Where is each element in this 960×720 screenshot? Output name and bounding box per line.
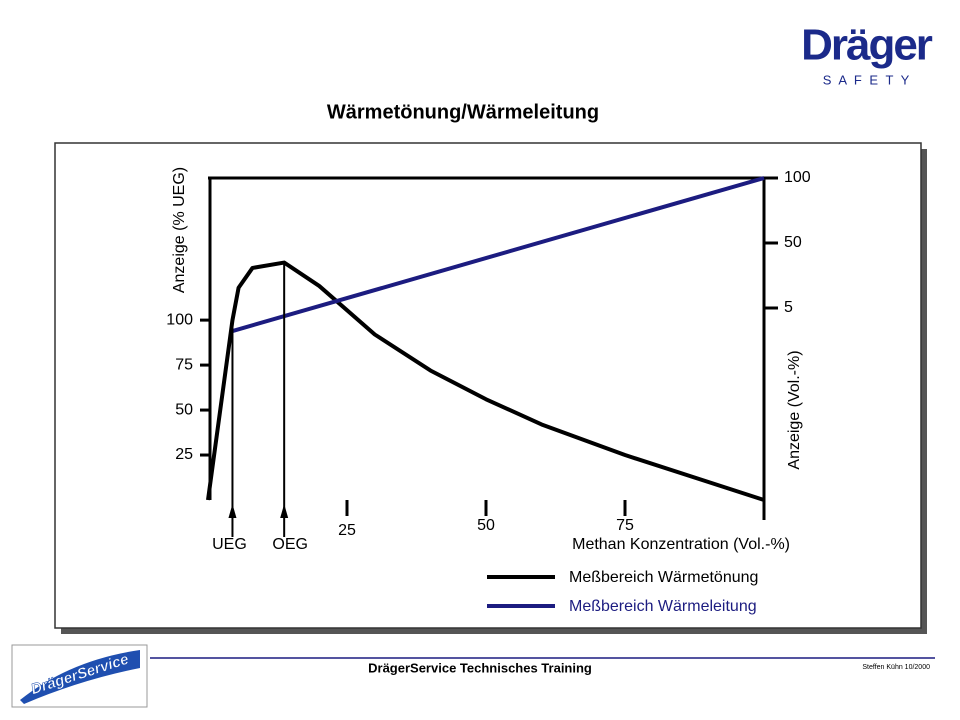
y-tick-label: 75 [175,356,193,373]
annotation-arrow [280,504,289,518]
legend-label: Meßbereich Wärmetönung [569,569,758,586]
y-tick-label: 25 [175,446,193,463]
chart-frame [54,142,922,629]
annotation-arrow [228,504,237,518]
logo-tagline: S A F E T Y [823,72,910,87]
chart-title: Wärmetönung/Wärmeleitung [327,101,599,123]
footer-author: Steffen Kühn 10/2000 [862,664,930,671]
footer-title: DrägerService Technisches Training [368,660,592,675]
badge-swoosh [20,650,140,704]
logo-brand: Dräger [801,21,933,70]
series-line [231,176,765,333]
x-tick-label: 50 [477,517,495,534]
series-line [206,260,765,502]
x-tick-label: 75 [616,517,634,534]
y2-axis-label: Anzeige (Vol.-%) [786,350,803,469]
y2-tick-label: 50 [784,234,802,251]
y2-tick-label: 100 [784,169,811,186]
y-tick-label: 50 [175,401,193,418]
x-axis-label: Methan Konzentration (Vol.-%) [572,536,790,553]
annotation-label: OEG [272,536,308,553]
annotation-label: UEG [212,536,247,553]
y-axis-label: Anzeige (% UEG) [171,167,188,293]
x-tick-label: 25 [338,522,356,539]
y2-tick-label: 5 [784,299,793,316]
y-tick-label: 100 [166,311,193,328]
legend-label: Meßbereich Wärmeleitung [569,598,757,615]
